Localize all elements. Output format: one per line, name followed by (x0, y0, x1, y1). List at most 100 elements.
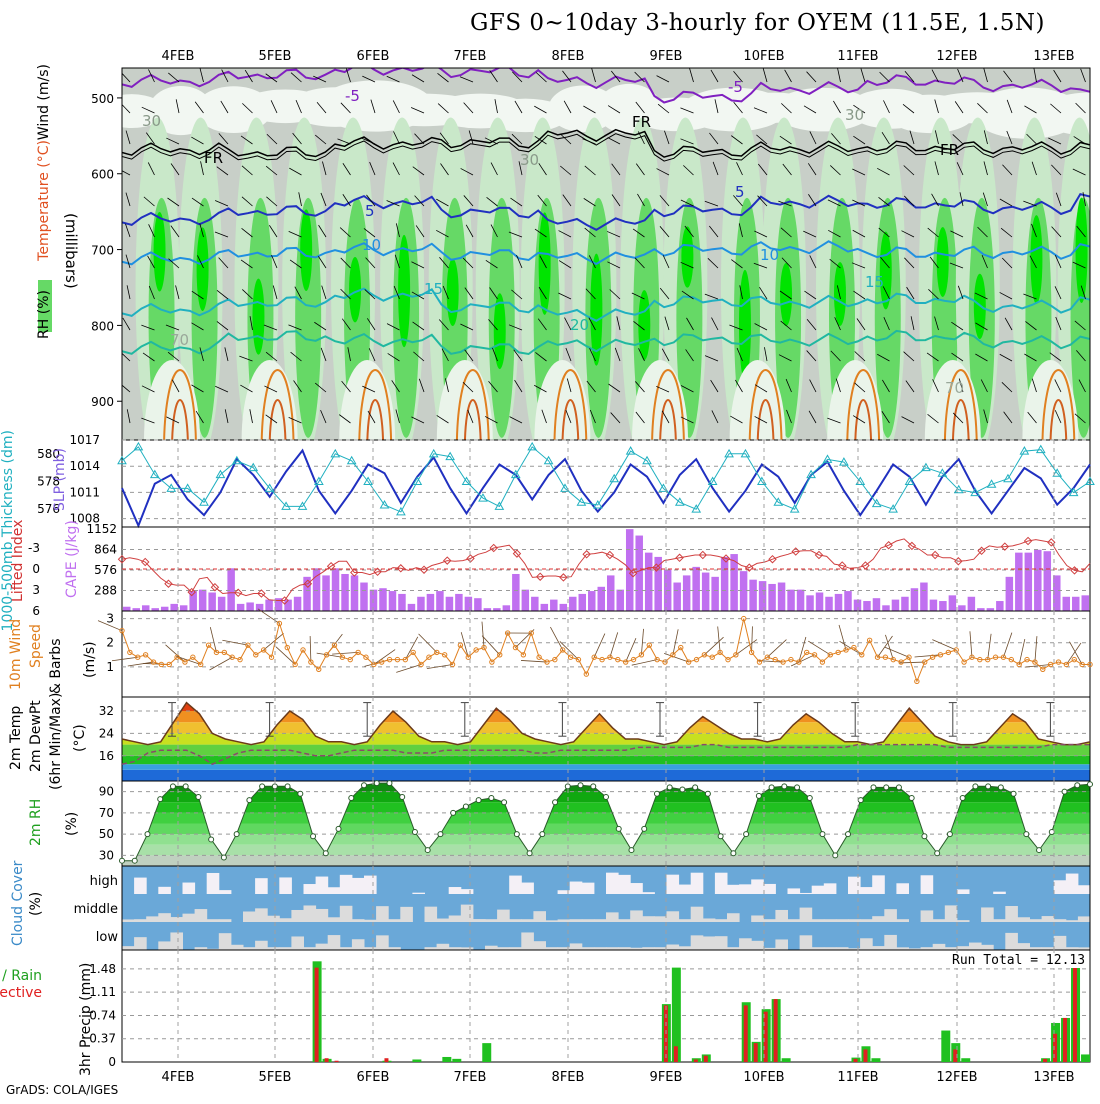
rh-band (122, 813, 1090, 824)
thickness-marker (1037, 446, 1045, 453)
cape-bar (692, 567, 699, 611)
cloud-cell (364, 876, 377, 894)
contour-label-15: 15 (865, 273, 884, 291)
cloud-cell (739, 938, 752, 950)
rh-marker (846, 832, 851, 837)
cape-bar (673, 583, 680, 611)
cape-bar (465, 597, 472, 611)
cape-tick-label: 288 (94, 584, 117, 598)
cloud-cell (848, 919, 861, 922)
cape-bar (711, 577, 718, 611)
cape-bar (721, 557, 728, 611)
rh-fill-area (122, 781, 1090, 866)
cloud-cell (1078, 885, 1091, 894)
cloud-cell (594, 919, 607, 922)
cape-bar (844, 591, 851, 611)
cloud-cell (800, 935, 813, 950)
cape-bar (873, 598, 880, 611)
precip-total-bar (871, 1058, 880, 1062)
precip-total-bar (941, 1031, 950, 1062)
contour-label-30: 30 (845, 106, 864, 124)
rh-marker (1037, 848, 1042, 853)
cloud-cell (872, 916, 885, 922)
rh-marker (1011, 791, 1016, 796)
cape-bar (208, 592, 215, 611)
cloud-cell (207, 873, 220, 894)
cloud-cell (1042, 916, 1055, 922)
cloud-cell (860, 919, 873, 922)
rh-marker (756, 793, 761, 798)
cloud-cell (824, 883, 837, 894)
date-label-bottom-12FEB: 12FEB (936, 1070, 977, 1085)
precip-total-bar (442, 1057, 451, 1062)
li-axis-label: Lifted Index (10, 520, 26, 602)
wind10-tick-label: 2 (106, 636, 114, 650)
cloud-cell (425, 907, 438, 922)
cape-bar (218, 597, 225, 611)
cloud-cell (219, 933, 232, 950)
cape-bar (825, 597, 832, 611)
cape-bar (284, 600, 291, 611)
cloud-cell (183, 883, 196, 894)
cape-bar (560, 604, 567, 611)
temp-band (122, 689, 1090, 711)
rh-marker (196, 794, 201, 799)
rh-marker (833, 853, 838, 858)
cloud-cell (630, 883, 643, 894)
cloud-cell (642, 916, 655, 922)
precip-total-bar (412, 1059, 421, 1062)
precip-total-bar (452, 1059, 461, 1062)
cloud-cell (558, 919, 571, 922)
rh-band (122, 855, 1090, 866)
wind10-barb (427, 664, 453, 668)
rh-axis-label: RH (%) (36, 290, 52, 339)
rh-saturated-core (300, 209, 312, 291)
cloud-cell (279, 877, 292, 894)
cloud-cell (134, 878, 147, 894)
cloud-cell (316, 909, 329, 922)
rh-tick-label: 30 (99, 848, 114, 862)
date-label-top-11FEB: 11FEB (837, 49, 878, 64)
wind10-barb (594, 634, 605, 658)
cape-bar (351, 575, 358, 611)
rh-marker (896, 785, 901, 790)
contour-label-15: 15 (424, 280, 443, 298)
wind-axis-label: Wind (m/s) (36, 64, 52, 140)
cape-bar (958, 605, 965, 611)
contour-label-20: 20 (570, 316, 589, 334)
cape-bar (550, 600, 557, 611)
precip-convective-bar (1063, 1018, 1067, 1062)
cloud-cell (896, 919, 909, 922)
wind10-barb (839, 625, 846, 650)
cloud-cell (800, 893, 813, 894)
slp-axis-label: SLP (mb) (52, 448, 68, 511)
slp-tick-label: 1011 (69, 485, 100, 499)
wind10-barb (521, 660, 547, 662)
rh-marker (782, 784, 787, 789)
precip-total-bar (961, 1058, 970, 1062)
date-label-top-6FEB: 6FEB (357, 49, 390, 64)
cape-bar (702, 573, 709, 611)
wind10-barb (396, 664, 421, 672)
rh-marker (731, 851, 736, 856)
rh2m-axis-label: 2m RH (28, 799, 44, 846)
rh-marker (591, 784, 596, 789)
cape-bar (607, 575, 614, 611)
cloud-cell (582, 919, 595, 922)
rh-marker (463, 804, 468, 809)
profile-ytick-label: 700 (91, 244, 114, 258)
cape-bar (332, 568, 339, 611)
rh-marker (718, 834, 723, 839)
rh-marker (374, 781, 379, 786)
rh-marker (642, 826, 647, 831)
cape-bar (503, 605, 510, 611)
cloud-cell (328, 917, 341, 922)
cape-axis-label: CAPE (J/kg) (64, 520, 80, 598)
cloud-cell (158, 913, 171, 922)
precip-total-bar (1081, 1054, 1090, 1062)
wind10-barb (332, 652, 358, 654)
cloud-cell (533, 941, 546, 950)
cloud-cell (812, 919, 825, 922)
rh-marker (349, 796, 354, 801)
